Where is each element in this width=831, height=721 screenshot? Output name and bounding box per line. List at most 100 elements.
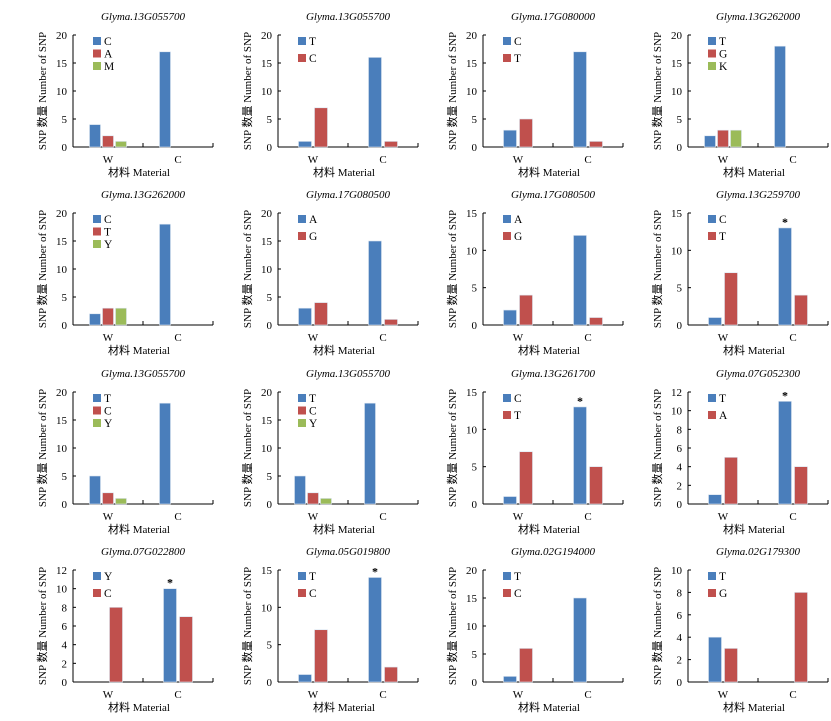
y-tick-label: 15 — [466, 208, 478, 220]
y-tick-label: 0 — [677, 499, 683, 511]
chart-panel: Glyma.13G259700 SNP 数量 Number of SNP 0 5 10 1… — [615, 178, 829, 358]
legend-swatch — [503, 215, 511, 223]
bar-W-T — [519, 451, 533, 505]
legend-swatch — [93, 227, 101, 236]
chart-panel: Glyma.05G019800 SNP 数量 Number of SNP 0 5 10 1… — [205, 535, 419, 715]
bar-C-T — [589, 466, 603, 505]
bar-C-C — [573, 51, 587, 148]
x-category-label: C — [174, 689, 181, 701]
bar-W-C — [503, 496, 517, 505]
y-tick-label: 4 — [62, 640, 68, 652]
y-tick-label: 5 — [267, 114, 273, 126]
y-tick-label: 5 — [472, 114, 478, 126]
y-axis-label: SNP 数量 Number of SNP — [446, 32, 459, 150]
y-tick-label: 10 — [466, 621, 478, 633]
x-category-label: W — [513, 511, 524, 523]
y-tick-label: 2 — [677, 655, 683, 667]
legend-label: C — [309, 53, 317, 65]
legend-swatch — [298, 589, 306, 597]
significance-marker: * — [167, 576, 173, 590]
legend-label: T — [514, 410, 521, 422]
y-tick-label: 12 — [671, 387, 682, 399]
x-category-label: C — [379, 332, 386, 344]
y-tick-label: 0 — [472, 142, 478, 154]
legend-label: A — [514, 214, 523, 226]
x-category-label: C — [584, 332, 591, 344]
y-tick-label: 15 — [56, 236, 68, 248]
x-category-label: W — [308, 154, 319, 166]
y-tick-label: 0 — [677, 677, 683, 689]
bar-C-T — [159, 402, 171, 505]
legend-swatch — [93, 49, 101, 58]
chart-panel: Glyma.13G262000 SNP 数量 Number of SNP 0 5 10 1… — [0, 178, 214, 358]
y-tick-label: 20 — [56, 30, 68, 42]
legend-swatch — [708, 215, 716, 223]
legend-label: C — [104, 406, 112, 418]
chart-panel: Glyma.13G055700 SNP 数量 Number of SNP 0 5 10 1… — [0, 0, 214, 180]
bar-chart: Glyma.13G055700 SNP 数量 Number of SNP 0 5 10 1… — [36, 11, 214, 179]
legend-swatch — [708, 62, 716, 70]
y-tick-label: 15 — [671, 58, 683, 70]
bar-chart: Glyma.13G261700 SNP 数量 Number of SNP 0 5 10 1… — [446, 368, 624, 536]
significance-marker: * — [577, 394, 583, 408]
y-tick-label: 4 — [677, 462, 683, 474]
y-axis-label: SNP 数量 Number of SNP — [651, 567, 664, 685]
legend-label: C — [104, 36, 112, 48]
chart-title: Glyma.17G080500 — [511, 189, 596, 201]
x-axis-label: 材料 Material — [723, 343, 785, 357]
bar-W-A — [503, 309, 517, 326]
x-category-label: C — [379, 689, 386, 701]
bar-W-T — [102, 307, 114, 326]
chart-panel: Glyma.13G055700 SNP 数量 Number of SNP 0 5 10 1… — [205, 357, 419, 537]
legend-swatch — [708, 49, 716, 58]
y-tick-label: 0 — [62, 499, 68, 511]
x-category-label: W — [103, 332, 114, 344]
y-tick-label: 10 — [671, 565, 683, 577]
x-category-label: W — [308, 689, 319, 701]
chart-title: Glyma.13G055700 — [101, 11, 186, 23]
y-tick-label: 12 — [56, 565, 67, 577]
bar-C-C — [159, 223, 171, 326]
x-axis-label: 材料 Material — [518, 522, 580, 536]
bar-C-A — [368, 240, 382, 326]
bar-chart: Glyma.13G262000 SNP 数量 Number of SNP 0 5 10 1… — [651, 11, 829, 179]
legend-label: C — [514, 36, 522, 48]
legend-label: C — [309, 588, 317, 600]
bar-C-T — [794, 294, 808, 326]
chart-panel: Glyma.13G055700 SNP 数量 Number of SNP 0 5 10 1… — [205, 0, 419, 180]
chart-panel: Glyma.17G080500 SNP 数量 Number of SNP 0 5 10 1… — [410, 178, 624, 358]
y-tick-label: 10 — [56, 86, 68, 98]
bar-W-C — [89, 124, 101, 148]
bar-chart: Glyma.02G179300 SNP 数量 Number of SNP 0 2 4 6 8… — [651, 546, 829, 714]
x-category-label: C — [789, 689, 796, 701]
chart-title: Glyma.07G052300 — [716, 368, 801, 380]
bar-C-T — [778, 401, 792, 505]
y-axis-label: SNP 数量 Number of SNP — [651, 210, 664, 328]
legend-swatch — [93, 406, 101, 415]
y-tick-label: 15 — [466, 593, 478, 605]
y-tick-label: 10 — [671, 245, 683, 257]
x-category-label: W — [103, 154, 114, 166]
bar-chart: Glyma.17G080000 SNP 数量 Number of SNP 0 5 10 1… — [446, 11, 624, 179]
y-tick-label: 10 — [56, 443, 68, 455]
y-axis-label: SNP 数量 Number of SNP — [446, 567, 459, 685]
x-axis-label: 材料 Material — [723, 165, 785, 179]
y-tick-label: 0 — [267, 320, 273, 332]
y-axis-label: SNP 数量 Number of SNP — [36, 32, 49, 150]
bar-W-C — [314, 629, 328, 683]
y-tick-label: 10 — [261, 443, 273, 455]
bar-W-Y — [115, 498, 127, 505]
legend-label: G — [514, 231, 522, 243]
x-axis-label: 材料 Material — [518, 343, 580, 357]
legend-label: T — [309, 36, 316, 48]
x-axis-label: 材料 Material — [518, 700, 580, 714]
bar-W-C — [314, 107, 328, 148]
y-tick-label: 2 — [677, 480, 683, 492]
legend-swatch — [298, 37, 306, 45]
legend-label: C — [514, 588, 522, 600]
legend-label: C — [309, 406, 317, 418]
bar-C-Y — [163, 588, 177, 683]
y-axis-label: SNP 数量 Number of SNP — [241, 210, 254, 328]
legend-swatch — [298, 419, 306, 427]
bar-W-T — [724, 272, 738, 326]
